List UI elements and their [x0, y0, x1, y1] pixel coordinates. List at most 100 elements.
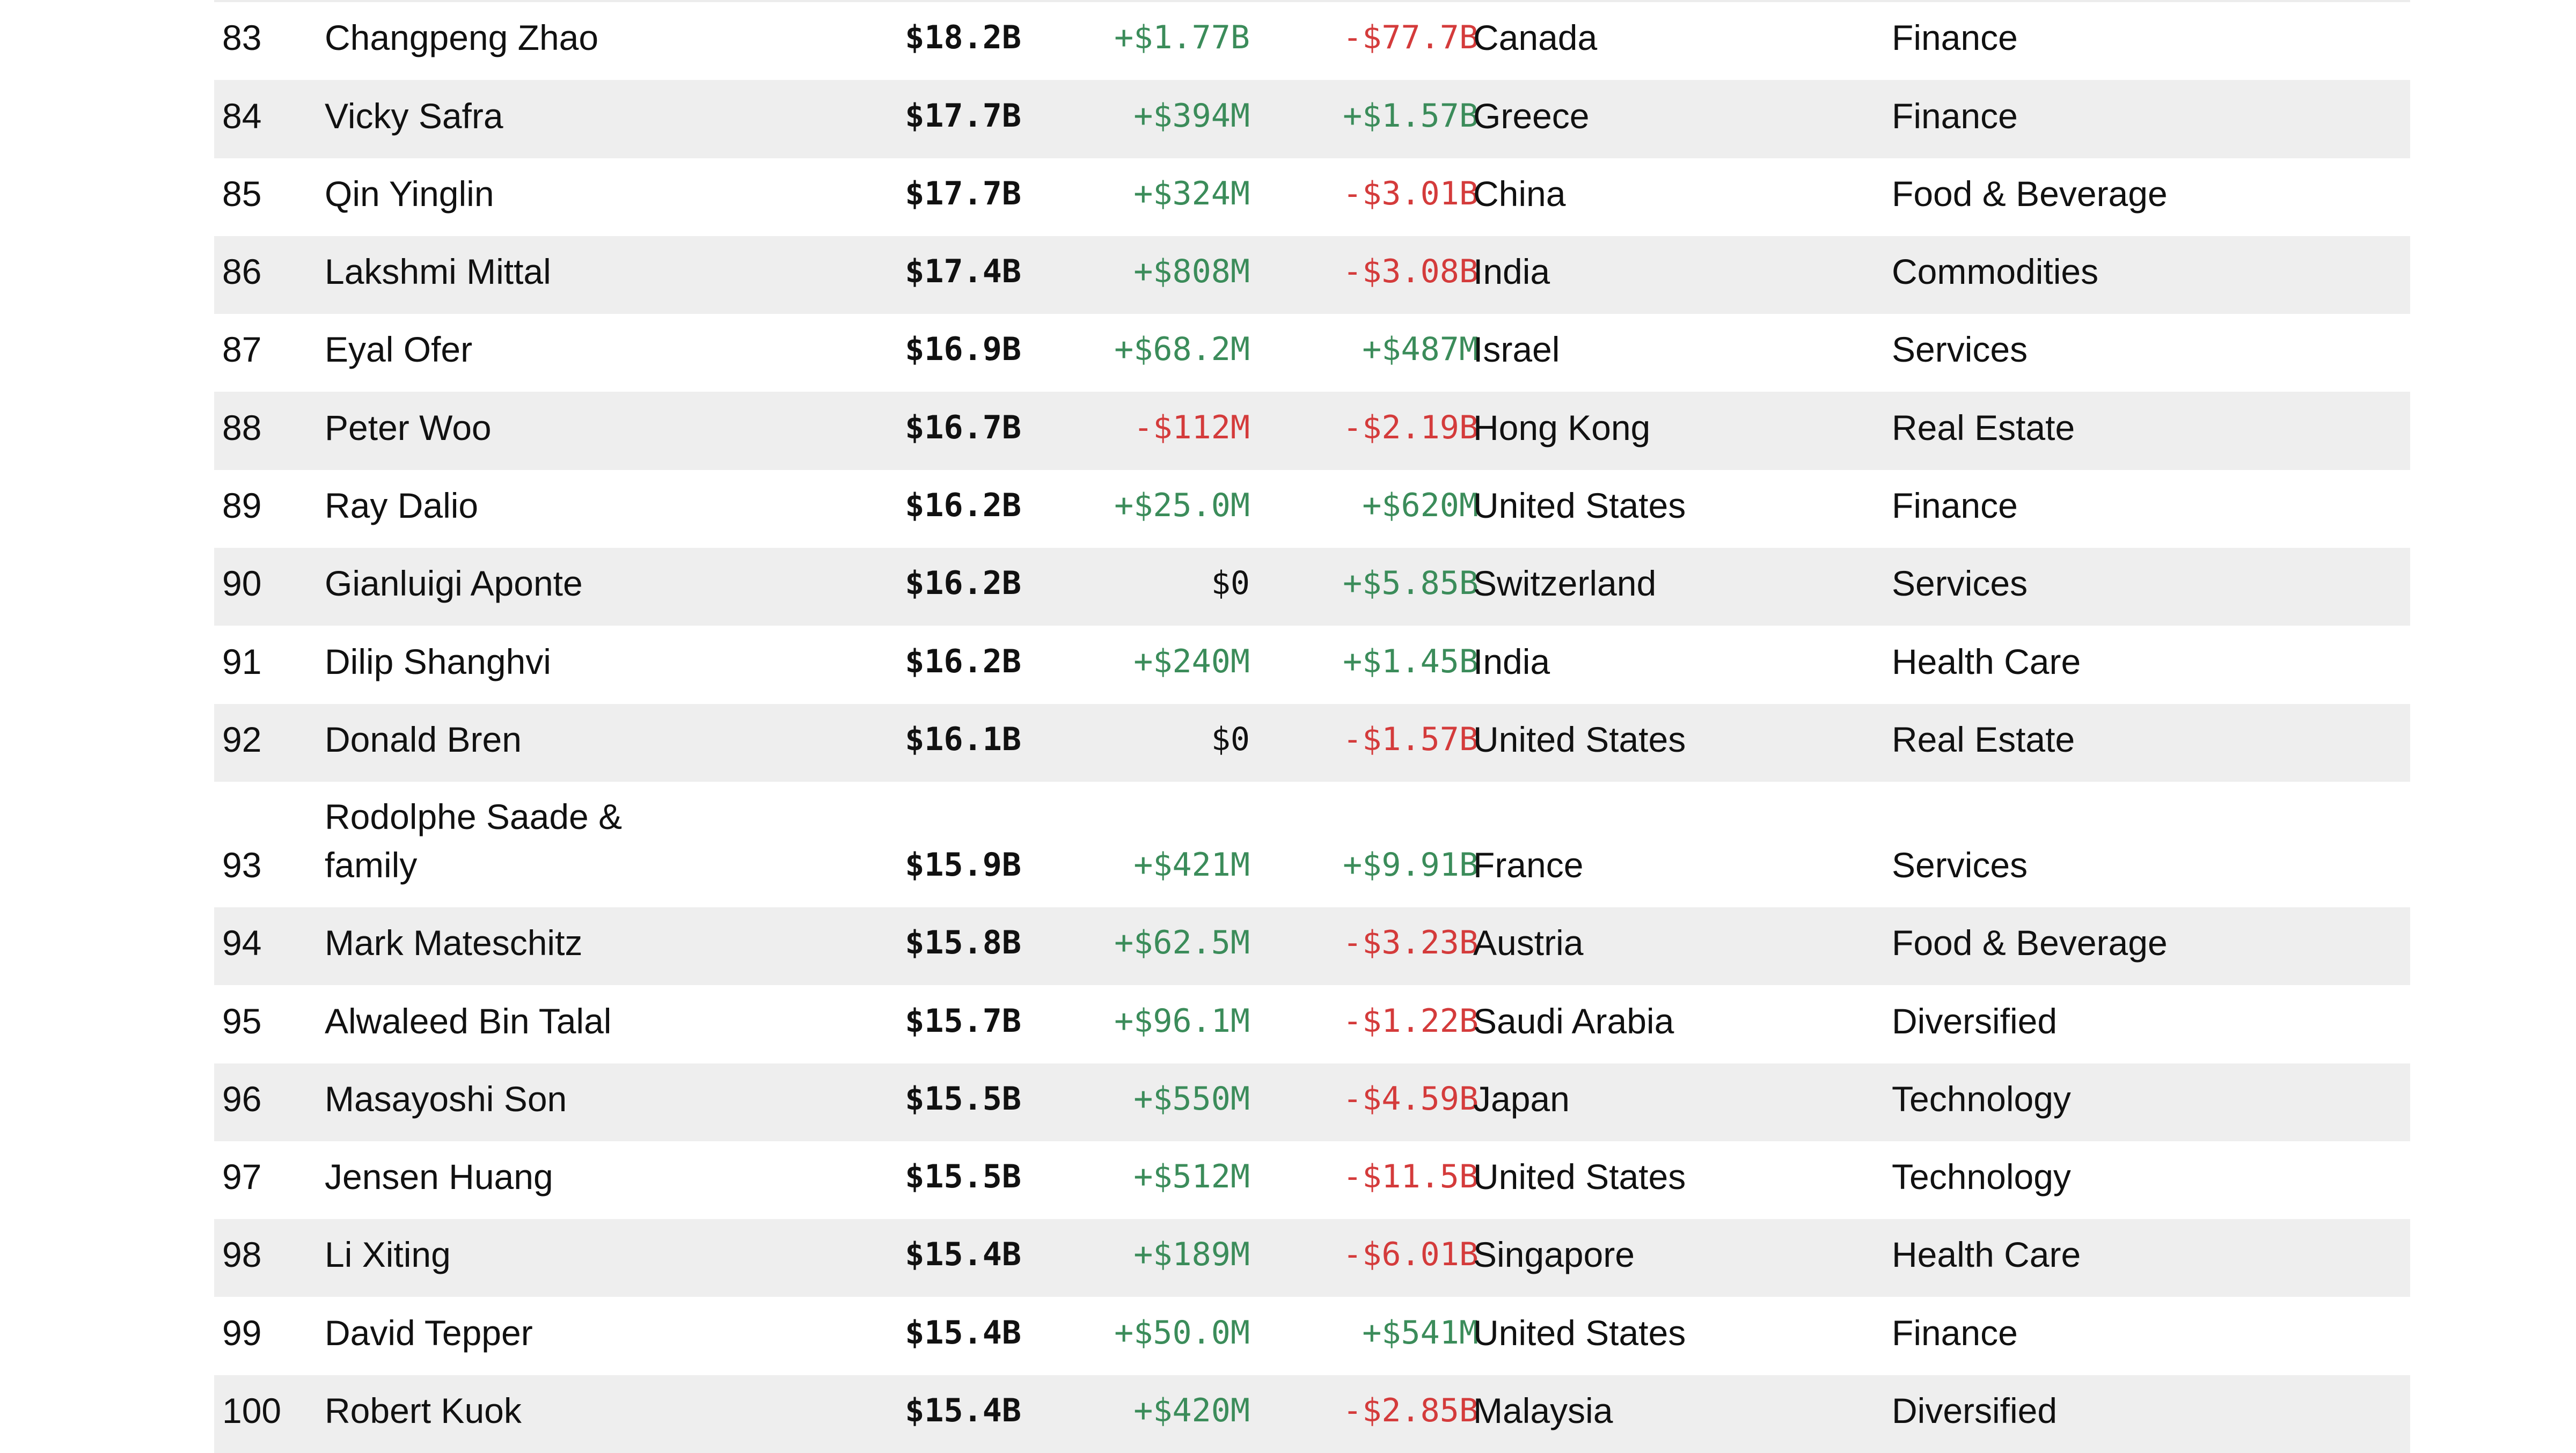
rank-cell: 99: [222, 1312, 262, 1353]
ytd-change-cell: -$4.59B: [1343, 1080, 1479, 1118]
net-worth-cell: $15.8B: [905, 924, 1021, 962]
rank-cell: 100: [222, 1391, 282, 1431]
country-cell: France: [1473, 845, 1584, 885]
last-change-cell: +$420M: [1133, 1392, 1250, 1430]
country-cell: Greece: [1473, 96, 1590, 136]
rank-cell: 85: [222, 173, 262, 214]
table-row[interactable]: 94 Mark Mateschitz $15.8B +$62.5M -$3.23B Aus…: [214, 907, 2410, 986]
net-worth-cell: $15.5B: [905, 1158, 1021, 1196]
table-row[interactable]: 86 Lakshmi Mittal $17.4B +$808M -$3.08B India…: [214, 236, 2410, 314]
name-cell[interactable]: Mark Mateschitz: [325, 923, 583, 963]
rank-cell: 90: [222, 563, 262, 604]
name-cell[interactable]: Jensen Huang: [325, 1157, 553, 1197]
name-cell[interactable]: Robert Kuok: [325, 1391, 522, 1431]
rank-cell: 93: [222, 845, 262, 885]
name-cell[interactable]: Rodolphe Saade & family: [325, 796, 623, 885]
net-worth-cell: $15.4B: [905, 1392, 1021, 1430]
ytd-change-cell: -$1.57B: [1343, 720, 1479, 758]
table-row[interactable]: 85 Qin Yinglin $17.7B +$324M -$3.01B China Foo…: [214, 158, 2410, 236]
ytd-change-cell: -$3.08B: [1343, 253, 1479, 291]
ytd-change-cell: +$1.57B: [1343, 97, 1479, 135]
table-row[interactable]: 90 Gianluigi Aponte $16.2B $0 +$5.85B Switzer…: [214, 548, 2410, 626]
rank-cell: 87: [222, 329, 262, 370]
name-cell[interactable]: Donald Bren: [325, 719, 522, 759]
table-body: 83 Changpeng Zhao $18.2B +$1.77B -$77.7B Cana…: [214, 2, 2410, 1453]
table-row[interactable]: 99 David Tepper $15.4B +$50.0M +$541M United …: [214, 1297, 2410, 1375]
ytd-change-cell: -$1.22B: [1343, 1002, 1479, 1040]
last-change-cell: +$324M: [1133, 174, 1250, 212]
ytd-change-cell: -$77.7B: [1343, 19, 1479, 57]
name-cell[interactable]: Lakshmi Mittal: [325, 252, 551, 292]
name-cell[interactable]: David Tepper: [325, 1312, 533, 1353]
industry-cell: Food & Beverage: [1892, 173, 2168, 214]
industry-cell: Diversified: [1892, 1001, 2058, 1041]
table-row[interactable]: 92 Donald Bren $16.1B $0 -$1.57B United State…: [214, 703, 2410, 782]
net-worth-cell: $15.9B: [905, 846, 1021, 884]
table-row[interactable]: 83 Changpeng Zhao $18.2B +$1.77B -$77.7B Cana…: [214, 2, 2410, 80]
net-worth-cell: $15.7B: [905, 1002, 1021, 1040]
name-cell[interactable]: Peter Woo: [325, 407, 492, 447]
country-cell: Saudi Arabia: [1473, 1001, 1674, 1041]
name-cell[interactable]: Alwaleed Bin Talal: [325, 1001, 612, 1041]
last-change-cell: +$25.0M: [1114, 487, 1250, 525]
name-cell[interactable]: Gianluigi Aponte: [325, 563, 583, 604]
last-change-cell: +$808M: [1133, 253, 1250, 291]
table-row[interactable]: 93 Rodolphe Saade & family $15.9B +$421M +$9…: [214, 782, 2410, 907]
last-change-cell: +$240M: [1133, 642, 1250, 680]
net-worth-cell: $15.5B: [905, 1080, 1021, 1118]
ytd-change-cell: -$2.85B: [1343, 1392, 1479, 1430]
ytd-change-cell: +$620M: [1362, 487, 1479, 525]
table-row[interactable]: 95 Alwaleed Bin Talal $15.7B +$96.1M -$1.22B…: [214, 985, 2410, 1063]
billionaires-table: 83 Changpeng Zhao $18.2B +$1.77B -$77.7B Cana…: [214, 0, 2410, 1453]
name-cell[interactable]: Li Xiting: [325, 1235, 451, 1275]
ytd-change-cell: +$9.91B: [1343, 846, 1479, 884]
industry-cell: Services: [1892, 329, 2028, 370]
name-cell[interactable]: Qin Yinglin: [325, 173, 494, 214]
rank-cell: 98: [222, 1235, 262, 1275]
name-cell[interactable]: Masayoshi Son: [325, 1078, 567, 1119]
name-cell[interactable]: Changpeng Zhao: [325, 18, 599, 58]
net-worth-cell: $16.9B: [905, 331, 1021, 369]
industry-cell: Finance: [1892, 486, 2018, 526]
last-change-cell: +$68.2M: [1114, 331, 1250, 369]
table-row[interactable]: 84 Vicky Safra $17.7B +$394M +$1.57B Greece Fi…: [214, 80, 2410, 158]
net-worth-cell: $16.7B: [905, 408, 1021, 446]
name-cell[interactable]: Vicky Safra: [325, 96, 503, 136]
name-cell[interactable]: Ray Dalio: [325, 486, 479, 526]
ytd-change-cell: -$3.01B: [1343, 174, 1479, 212]
table-row[interactable]: 100 Robert Kuok $15.4B +$420M -$2.85B Malaysi…: [214, 1375, 2410, 1453]
table-row[interactable]: 98 Li Xiting $15.4B +$189M -$6.01B Singapore H…: [214, 1219, 2410, 1297]
net-worth-cell: $17.4B: [905, 253, 1021, 291]
table-top-border: [214, 0, 2410, 2]
table-row[interactable]: 88 Peter Woo $16.7B -$112M -$2.19B Hong Kong R…: [214, 392, 2410, 470]
industry-cell: Health Care: [1892, 1235, 2081, 1275]
net-worth-cell: $18.2B: [905, 19, 1021, 57]
last-change-cell: +$50.0M: [1114, 1313, 1250, 1352]
country-cell: Japan: [1473, 1078, 1570, 1119]
country-cell: United States: [1473, 719, 1686, 759]
industry-cell: Technology: [1892, 1157, 2071, 1197]
rank-cell: 84: [222, 96, 262, 136]
net-worth-cell: $17.7B: [905, 97, 1021, 135]
country-cell: Hong Kong: [1473, 407, 1651, 447]
rank-cell: 97: [222, 1157, 262, 1197]
table-row[interactable]: 89 Ray Dalio $16.2B +$25.0M +$620M United Sta…: [214, 470, 2410, 548]
country-cell: Austria: [1473, 923, 1584, 963]
last-change-cell: -$112M: [1133, 408, 1250, 446]
table-row[interactable]: 96 Masayoshi Son $15.5B +$550M -$4.59B Japan T…: [214, 1063, 2410, 1141]
table-row[interactable]: 87 Eyal Ofer $16.9B +$68.2M +$487M Israel Serv…: [214, 314, 2410, 392]
name-cell[interactable]: Dilip Shanghvi: [325, 641, 551, 681]
rank-cell: 89: [222, 486, 262, 526]
table-row[interactable]: 97 Jensen Huang $15.5B +$512M -$11.5B United …: [214, 1141, 2410, 1219]
net-worth-cell: $15.4B: [905, 1236, 1021, 1274]
name-cell[interactable]: Eyal Ofer: [325, 329, 473, 370]
last-change-cell: +$394M: [1133, 97, 1250, 135]
net-worth-cell: $15.4B: [905, 1313, 1021, 1352]
rank-cell: 88: [222, 407, 262, 447]
last-change-cell: $0: [1211, 564, 1250, 603]
country-cell: China: [1473, 173, 1566, 214]
ytd-change-cell: +$1.45B: [1343, 642, 1479, 680]
table-row[interactable]: 91 Dilip Shanghvi $16.2B +$240M +$1.45B India…: [214, 626, 2410, 703]
net-worth-cell: $16.2B: [905, 564, 1021, 603]
net-worth-cell: $16.2B: [905, 642, 1021, 680]
